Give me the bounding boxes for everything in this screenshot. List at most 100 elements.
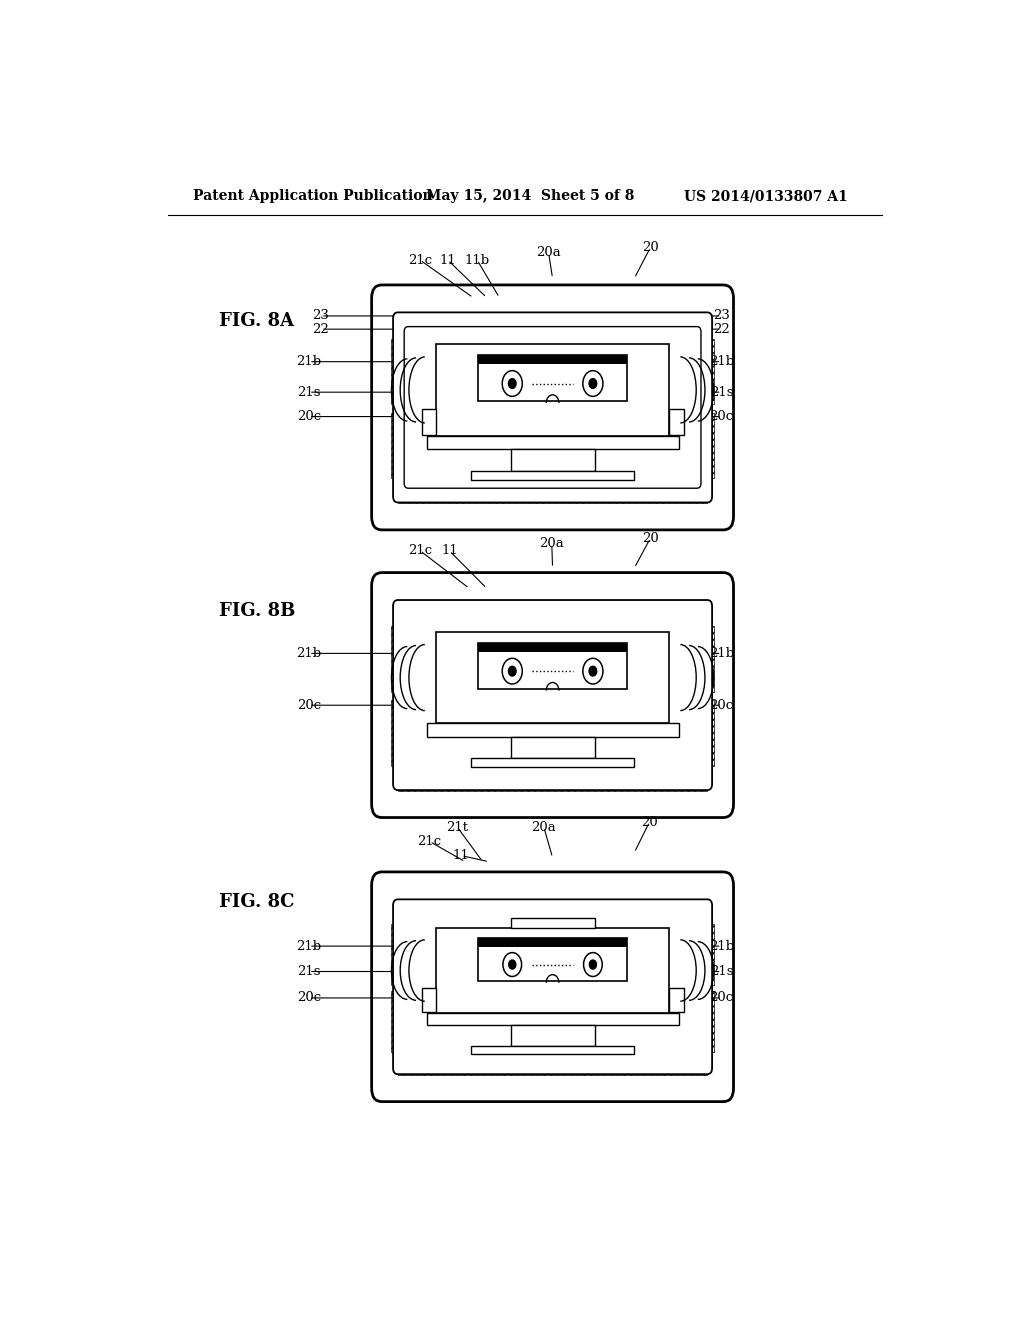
Text: 20a: 20a [531,821,556,834]
Text: 20a: 20a [540,537,564,550]
Bar [471,759,634,767]
Text: 11a: 11a [519,465,544,478]
Bar [478,643,628,652]
Text: 11: 11 [439,253,457,267]
Bar [398,601,708,626]
Text: 21a: 21a [447,1048,472,1061]
Text: 21a: 21a [459,465,483,478]
Bar [688,924,714,985]
Text: 21t: 21t [446,821,468,834]
Bar [511,917,595,928]
Text: 21: 21 [433,465,450,478]
Bar [436,345,670,436]
Bar [422,409,436,434]
Bar [391,701,417,766]
Text: 20c: 20c [710,411,733,424]
Text: 22: 22 [312,322,330,335]
Text: 20b: 20b [536,1048,561,1061]
Bar [478,643,628,689]
Bar [398,313,708,338]
Bar [471,1045,634,1053]
Text: 21s: 21s [710,965,733,978]
Bar [511,449,595,471]
Text: 23: 23 [713,309,730,322]
Text: FIG. 8A: FIG. 8A [219,312,294,330]
Text: 20a: 20a [537,247,561,260]
Bar [436,928,670,1014]
Bar [398,766,708,791]
Bar [391,924,417,985]
FancyBboxPatch shape [372,873,733,1102]
Bar [398,478,708,503]
Bar [511,1026,595,1045]
Bar [670,989,684,1012]
Bar [670,409,684,434]
Bar [398,900,708,924]
Text: 20b: 20b [528,756,553,770]
Bar [436,632,670,723]
Bar [422,989,436,1012]
Text: 21d: 21d [506,1048,531,1061]
Text: 21a: 21a [459,756,483,770]
Circle shape [509,667,516,676]
Text: 11: 11 [441,544,458,557]
Text: 21b: 21b [296,355,322,368]
Bar [478,939,628,981]
Text: 21c: 21c [408,253,432,267]
Text: FIG. 8C: FIG. 8C [219,894,295,911]
Text: 21b: 21b [296,647,322,660]
Text: 21c: 21c [418,836,441,847]
Text: 21c: 21c [408,544,432,557]
Bar [391,991,417,1052]
Text: 20c: 20c [710,991,733,1005]
Text: 20b: 20b [550,465,575,478]
Text: 20c: 20c [297,991,321,1005]
Bar [478,355,628,401]
Text: US 2014/0133807 A1: US 2014/0133807 A1 [684,189,847,203]
Circle shape [589,667,597,676]
FancyBboxPatch shape [393,601,712,791]
Text: 20: 20 [641,816,657,829]
Bar [688,626,714,692]
Bar [511,737,595,759]
Text: 21b: 21b [296,940,322,953]
Bar [688,338,714,404]
FancyBboxPatch shape [393,313,712,503]
Text: Patent Application Publication: Patent Application Publication [194,189,433,203]
Bar [427,436,679,449]
Circle shape [589,379,597,388]
Bar [391,413,417,478]
Text: May 15, 2014  Sheet 5 of 8: May 15, 2014 Sheet 5 of 8 [426,189,634,203]
FancyBboxPatch shape [393,899,712,1074]
Bar [688,413,714,478]
Text: 11b: 11b [465,253,489,267]
Text: 20c: 20c [297,698,321,711]
Text: 21d: 21d [488,756,514,770]
Text: 20c: 20c [710,698,733,711]
Bar [471,471,634,479]
Text: 22: 22 [714,322,730,335]
Text: FIG. 8B: FIG. 8B [219,602,296,619]
Circle shape [509,960,516,969]
Text: 21: 21 [433,756,450,770]
Text: 21b: 21b [709,355,734,368]
Text: 21b: 21b [709,647,734,660]
Text: 21b: 21b [709,940,734,953]
Text: 20: 20 [642,242,658,255]
Text: 23: 23 [312,309,330,322]
Text: 20: 20 [642,532,658,545]
Bar [478,939,628,946]
Bar [427,1014,679,1026]
Bar [427,723,679,737]
Text: 21s: 21s [297,965,321,978]
Text: 21d: 21d [488,465,514,478]
FancyBboxPatch shape [372,285,733,529]
Circle shape [509,379,516,388]
Circle shape [590,960,596,969]
Text: 21t: 21t [478,1048,500,1061]
Text: 21s: 21s [710,385,733,399]
Text: 20c: 20c [297,411,321,424]
FancyBboxPatch shape [372,573,733,817]
Bar [398,1052,708,1076]
Bar [391,626,417,692]
